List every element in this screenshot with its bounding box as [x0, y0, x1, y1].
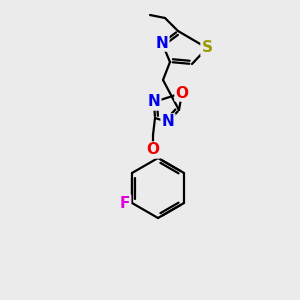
- Text: N: N: [148, 94, 160, 110]
- Text: O: O: [176, 85, 188, 100]
- Text: S: S: [202, 40, 212, 56]
- Text: N: N: [162, 115, 174, 130]
- Text: O: O: [146, 142, 160, 158]
- Text: N: N: [156, 35, 168, 50]
- Text: F: F: [120, 196, 130, 211]
